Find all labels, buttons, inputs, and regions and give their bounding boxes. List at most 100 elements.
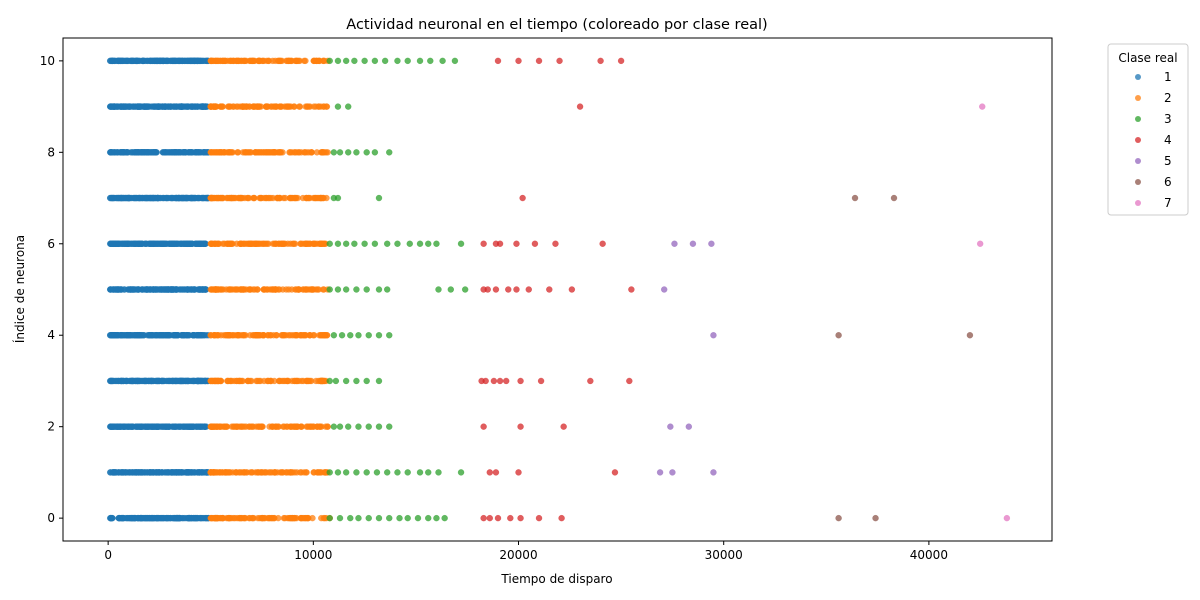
- point-class-2: [223, 423, 230, 430]
- point-class-4: [517, 423, 524, 430]
- point-class-3: [386, 514, 393, 522]
- point-class-2: [242, 103, 250, 110]
- point-class-2: [244, 377, 252, 385]
- point-class-2: [300, 469, 308, 476]
- point-class-3: [344, 103, 352, 110]
- point-class-3: [342, 240, 350, 248]
- point-class-2: [285, 103, 292, 110]
- point-class-2: [207, 103, 214, 110]
- point-class-2: [271, 469, 279, 476]
- point-class-3: [375, 423, 383, 430]
- point-class-1: [132, 149, 140, 156]
- point-class-2: [283, 377, 291, 385]
- point-class-1: [182, 514, 190, 522]
- point-class-3: [383, 469, 391, 476]
- point-class-5: [656, 469, 664, 476]
- point-class-3: [383, 240, 391, 248]
- point-class-7: [976, 240, 984, 248]
- point-class-2: [316, 57, 323, 65]
- point-class-2: [239, 286, 247, 293]
- point-class-2: [260, 194, 268, 202]
- point-class-3: [330, 331, 338, 339]
- point-class-4: [513, 240, 520, 248]
- point-class-1: [200, 240, 207, 248]
- point-class-2: [225, 469, 232, 476]
- point-class-1: [165, 103, 172, 110]
- point-class-4: [502, 377, 510, 385]
- point-class-2: [306, 103, 314, 110]
- y-tick-label: 2: [47, 420, 55, 434]
- point-class-1: [195, 286, 202, 293]
- point-class-1: [190, 377, 197, 385]
- point-class-2: [224, 103, 232, 110]
- point-class-2: [207, 423, 214, 430]
- point-class-1: [163, 57, 171, 65]
- point-class-5: [685, 423, 693, 430]
- point-class-4: [517, 514, 524, 522]
- point-class-6: [851, 194, 859, 202]
- point-class-3: [394, 57, 401, 65]
- point-class-2: [269, 57, 276, 65]
- point-class-1: [126, 194, 133, 202]
- point-class-2: [321, 149, 328, 156]
- point-class-2: [249, 57, 256, 65]
- point-class-2: [279, 331, 286, 339]
- point-class-3: [414, 514, 422, 522]
- point-class-3: [363, 286, 370, 293]
- point-class-2: [269, 423, 276, 430]
- x-tick-label: 10000: [294, 548, 332, 562]
- point-class-6: [890, 194, 898, 202]
- point-class-3: [396, 514, 403, 522]
- point-class-2: [244, 194, 251, 202]
- point-class-1: [117, 194, 125, 202]
- point-class-3: [342, 57, 350, 65]
- point-class-4: [558, 514, 565, 522]
- legend-label: 3: [1164, 112, 1172, 126]
- point-class-3: [406, 240, 414, 248]
- point-class-1: [106, 240, 114, 248]
- point-class-2: [222, 331, 230, 339]
- point-class-3: [365, 514, 372, 522]
- point-class-4: [492, 286, 500, 293]
- point-class-4: [482, 377, 489, 385]
- point-class-2: [279, 469, 287, 476]
- legend-label: 4: [1164, 133, 1172, 147]
- point-class-3: [383, 286, 391, 293]
- point-class-2: [264, 377, 271, 385]
- point-class-2: [207, 331, 214, 339]
- point-class-3: [334, 194, 342, 202]
- point-class-3: [363, 469, 370, 476]
- point-class-3: [375, 514, 383, 522]
- legend-marker: [1135, 200, 1141, 206]
- point-class-2: [273, 103, 280, 110]
- point-class-2: [242, 331, 249, 339]
- point-class-3: [457, 469, 465, 476]
- point-class-2: [238, 514, 246, 522]
- point-class-1: [191, 469, 199, 476]
- point-class-2: [207, 57, 214, 65]
- point-class-1: [131, 514, 139, 522]
- point-class-1: [176, 514, 183, 522]
- point-class-3: [353, 286, 360, 293]
- legend-marker: [1135, 74, 1141, 80]
- point-class-1: [147, 469, 155, 476]
- point-class-3: [347, 514, 354, 522]
- point-class-1: [106, 423, 114, 430]
- point-class-1: [128, 286, 136, 293]
- point-class-2: [280, 514, 288, 522]
- point-class-1: [106, 103, 114, 110]
- point-class-2: [254, 103, 262, 110]
- point-class-3: [355, 514, 362, 522]
- point-class-3: [326, 469, 333, 476]
- point-class-2: [279, 149, 286, 156]
- point-class-1: [132, 377, 139, 385]
- point-class-4: [611, 469, 619, 476]
- point-class-2: [234, 103, 242, 110]
- point-class-3: [386, 331, 393, 339]
- point-class-1: [147, 57, 155, 65]
- point-class-2: [207, 377, 214, 385]
- point-class-3: [326, 514, 333, 522]
- point-class-2: [318, 377, 325, 385]
- point-class-4: [484, 286, 491, 293]
- point-class-1: [170, 194, 178, 202]
